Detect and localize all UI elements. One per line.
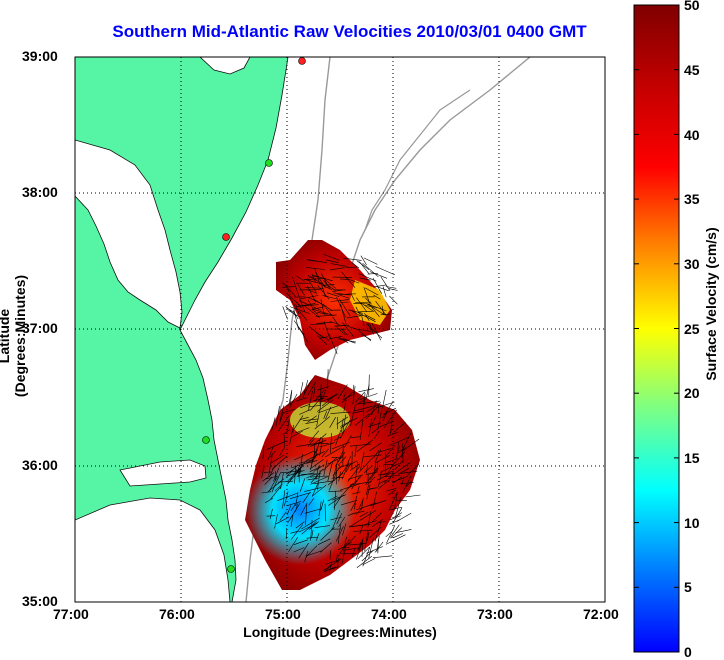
colorbar-tick: 45 [684,62,700,78]
station-marker [228,566,235,573]
station-marker [299,58,306,65]
x-tick: 73:00 [477,606,513,622]
x-tick: 77:00 [53,606,89,622]
y-tick: 39:00 [22,48,58,64]
velocity-arrow [357,556,372,568]
velocity-arrow [373,556,392,558]
y-tick: 36:00 [22,457,58,473]
colorbar-tick: 30 [684,256,700,272]
colorbar-label: Surface Velocity (cm/s) [703,219,719,389]
colorbar-tick: 20 [684,385,700,401]
velocity-arrow [376,266,395,275]
velocity-arrow [370,272,387,279]
colorbar-tick: 5 [684,579,692,595]
colorbar [634,5,679,652]
x-tick: 74:00 [371,606,407,622]
colorbar-tick: 50 [684,0,700,13]
x-axis-label: Longitude (Degrees:Minutes) [75,624,605,640]
velocity-arrow [386,535,406,545]
colorbar-tick: 10 [684,515,700,531]
station-marker [203,437,210,444]
colorbar-tick: 35 [684,191,700,207]
colorbar-tick: 25 [684,321,700,337]
velocity-arrow [363,263,379,277]
velocity-arrow [405,495,420,497]
x-tick: 72:00 [583,606,619,622]
colorbar-tick: 15 [684,450,700,466]
colorbar-tick: 0 [684,644,692,660]
x-tick: 75:00 [265,606,301,622]
velocity-arrow [359,389,374,392]
velocity-arrow [373,285,386,287]
station-marker [223,234,230,241]
velocity-arrow [361,256,367,265]
velocity-arrow [357,261,369,270]
bathymetry-contour-deep [365,90,470,230]
velocity-arrow [369,375,370,396]
colorbar-tick: 40 [684,127,700,143]
station-marker [266,160,273,167]
velocity-arrow [393,533,403,537]
y-tick: 38:00 [22,184,58,200]
y-axis-label: Latitude (Degrees:Minutes) [0,256,28,416]
velocity-arrow [383,287,386,298]
x-tick: 76:00 [159,606,195,622]
